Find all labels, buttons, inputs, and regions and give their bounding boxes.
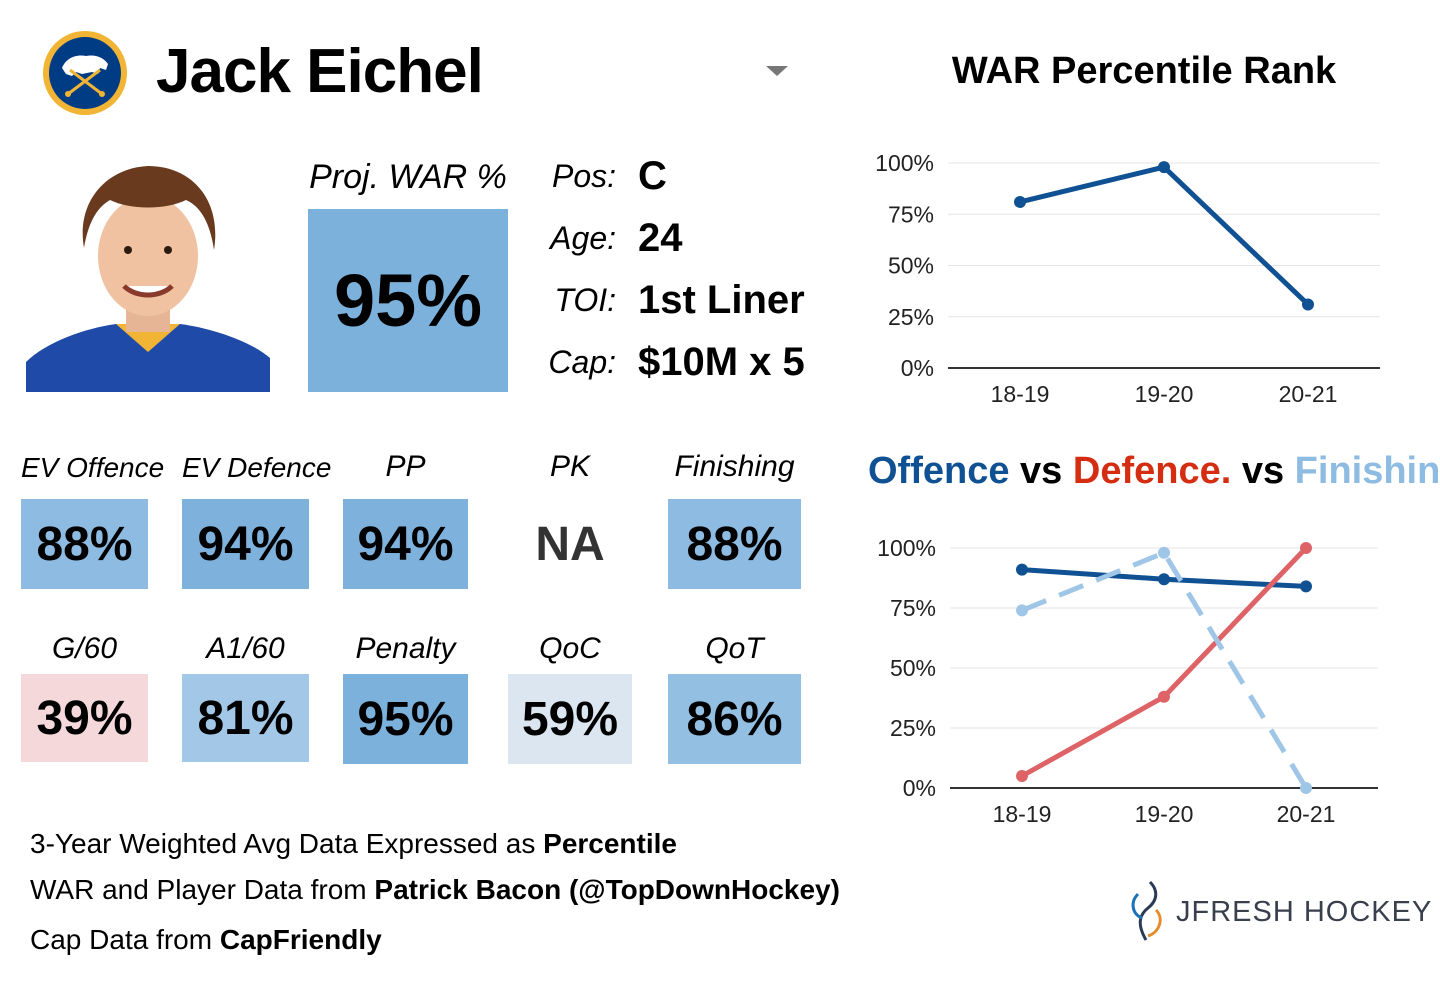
- player-dropdown-icon[interactable]: [766, 66, 788, 76]
- y-tick-label: 0%: [903, 775, 936, 801]
- pk-value: NA: [508, 499, 632, 589]
- footer-line-2: WAR and Player Data from Patrick Bacon (…: [30, 874, 840, 905]
- penalty-label: Penalty: [355, 632, 456, 665]
- title-offence: Offence: [868, 450, 1010, 492]
- series-line-war: [1019, 164, 1310, 307]
- a160-label: A1/60: [206, 632, 285, 665]
- player-photo: [26, 152, 270, 392]
- title-finishing: Finishing: [1294, 450, 1440, 492]
- data-point-defence: [1016, 770, 1028, 782]
- ev-offence-label: EV Offence: [21, 452, 165, 483]
- age-label: Age:: [550, 220, 616, 256]
- y-tick-label: 75%: [890, 595, 936, 621]
- finishing-label: Finishing: [674, 450, 795, 483]
- data-point-war: [1302, 298, 1314, 311]
- footer-percentile: Percentile: [543, 828, 677, 859]
- footer-line-1: 3-Year Weighted Avg Data Expressed as Pe…: [30, 828, 677, 859]
- player-name: Jack Eichel: [156, 37, 484, 106]
- jfresh-logo-icon: [1131, 880, 1162, 941]
- offence-defence-finishing-chart: 0% 25% 50% 75% 100% 18-19 19-20 20-21: [877, 535, 1378, 827]
- series-line-finishing: [1021, 550, 1309, 790]
- proj-war-value: 95%: [308, 209, 508, 392]
- footer-cap-source: CapFriendly: [219, 924, 382, 955]
- war-percentile-chart: 0% 25% 50% 75% 100% 18-19 19-20 20-21: [875, 150, 1380, 407]
- brand-logo: JFRESH HOCKEY: [1128, 880, 1431, 942]
- x-tick-label: 18-19: [991, 381, 1050, 407]
- footer-line-3: Cap Data from CapFriendly: [30, 924, 382, 955]
- data-point-offence: [1158, 573, 1170, 586]
- qot-value: 86%: [668, 674, 801, 764]
- data-point-finishing: [1016, 604, 1028, 617]
- proj-war-label: Proj. WAR %: [309, 158, 507, 196]
- title-defence: Defence.: [1072, 450, 1232, 492]
- data-point-defence: [1158, 690, 1170, 703]
- data-point-offence: [1300, 580, 1312, 593]
- data-point-finishing: [1158, 546, 1170, 559]
- data-point-finishing: [1300, 782, 1312, 794]
- pk-label: PK: [549, 450, 591, 483]
- penalty-value: 95%: [343, 674, 468, 764]
- pos-value: C: [638, 154, 667, 198]
- x-tick-label: 19-20: [1135, 801, 1194, 827]
- qoc-value: 59%: [508, 674, 632, 764]
- y-tick-label: 100%: [875, 150, 934, 176]
- ev-defence-value: 94%: [182, 499, 309, 589]
- y-tick-label: 50%: [888, 253, 934, 279]
- y-tick-label: 0%: [901, 355, 934, 381]
- cap-value: $10M x 5: [638, 340, 805, 384]
- comparison-chart-title: Offence vs Defence. vs Finishing: [868, 450, 1440, 493]
- ev-defence-label: EV Defence: [182, 452, 332, 483]
- footer-data-source: Patrick Bacon (@TopDownHockey): [374, 874, 840, 905]
- pos-label: Pos:: [551, 158, 616, 194]
- pp-value: 94%: [343, 499, 468, 589]
- y-tick-label: 75%: [888, 201, 934, 227]
- y-tick-label: 25%: [888, 304, 934, 330]
- x-tick-label: 20-21: [1277, 801, 1336, 827]
- finishing-value: 88%: [668, 499, 801, 589]
- g60-label: G/60: [51, 632, 118, 665]
- data-point-defence: [1300, 542, 1312, 554]
- qoc-label: QoC: [539, 632, 601, 665]
- g60-value: 39%: [21, 674, 148, 762]
- a160-value: 81%: [182, 674, 309, 762]
- age-value: 24: [638, 216, 683, 260]
- toi-label: TOI:: [554, 282, 616, 318]
- pp-label: PP: [385, 450, 426, 483]
- y-tick-label: 100%: [877, 535, 936, 561]
- brand-name: JFRESH HOCKEY: [1176, 896, 1433, 928]
- data-point-war: [1014, 195, 1026, 208]
- cap-label: Cap:: [548, 344, 616, 380]
- x-tick-label: 20-21: [1279, 381, 1338, 407]
- qot-label: QoT: [705, 632, 764, 665]
- y-tick-label: 25%: [890, 715, 936, 741]
- data-point-war: [1158, 161, 1170, 174]
- x-tick-label: 18-19: [993, 801, 1052, 827]
- y-tick-label: 50%: [890, 655, 936, 681]
- team-logo: [43, 31, 127, 115]
- toi-value: 1st Liner: [638, 278, 805, 322]
- war-chart-title: WAR Percentile Rank: [951, 50, 1337, 92]
- data-point-offence: [1016, 563, 1028, 576]
- x-tick-label: 19-20: [1135, 381, 1194, 407]
- ev-offence-value: 88%: [21, 499, 148, 589]
